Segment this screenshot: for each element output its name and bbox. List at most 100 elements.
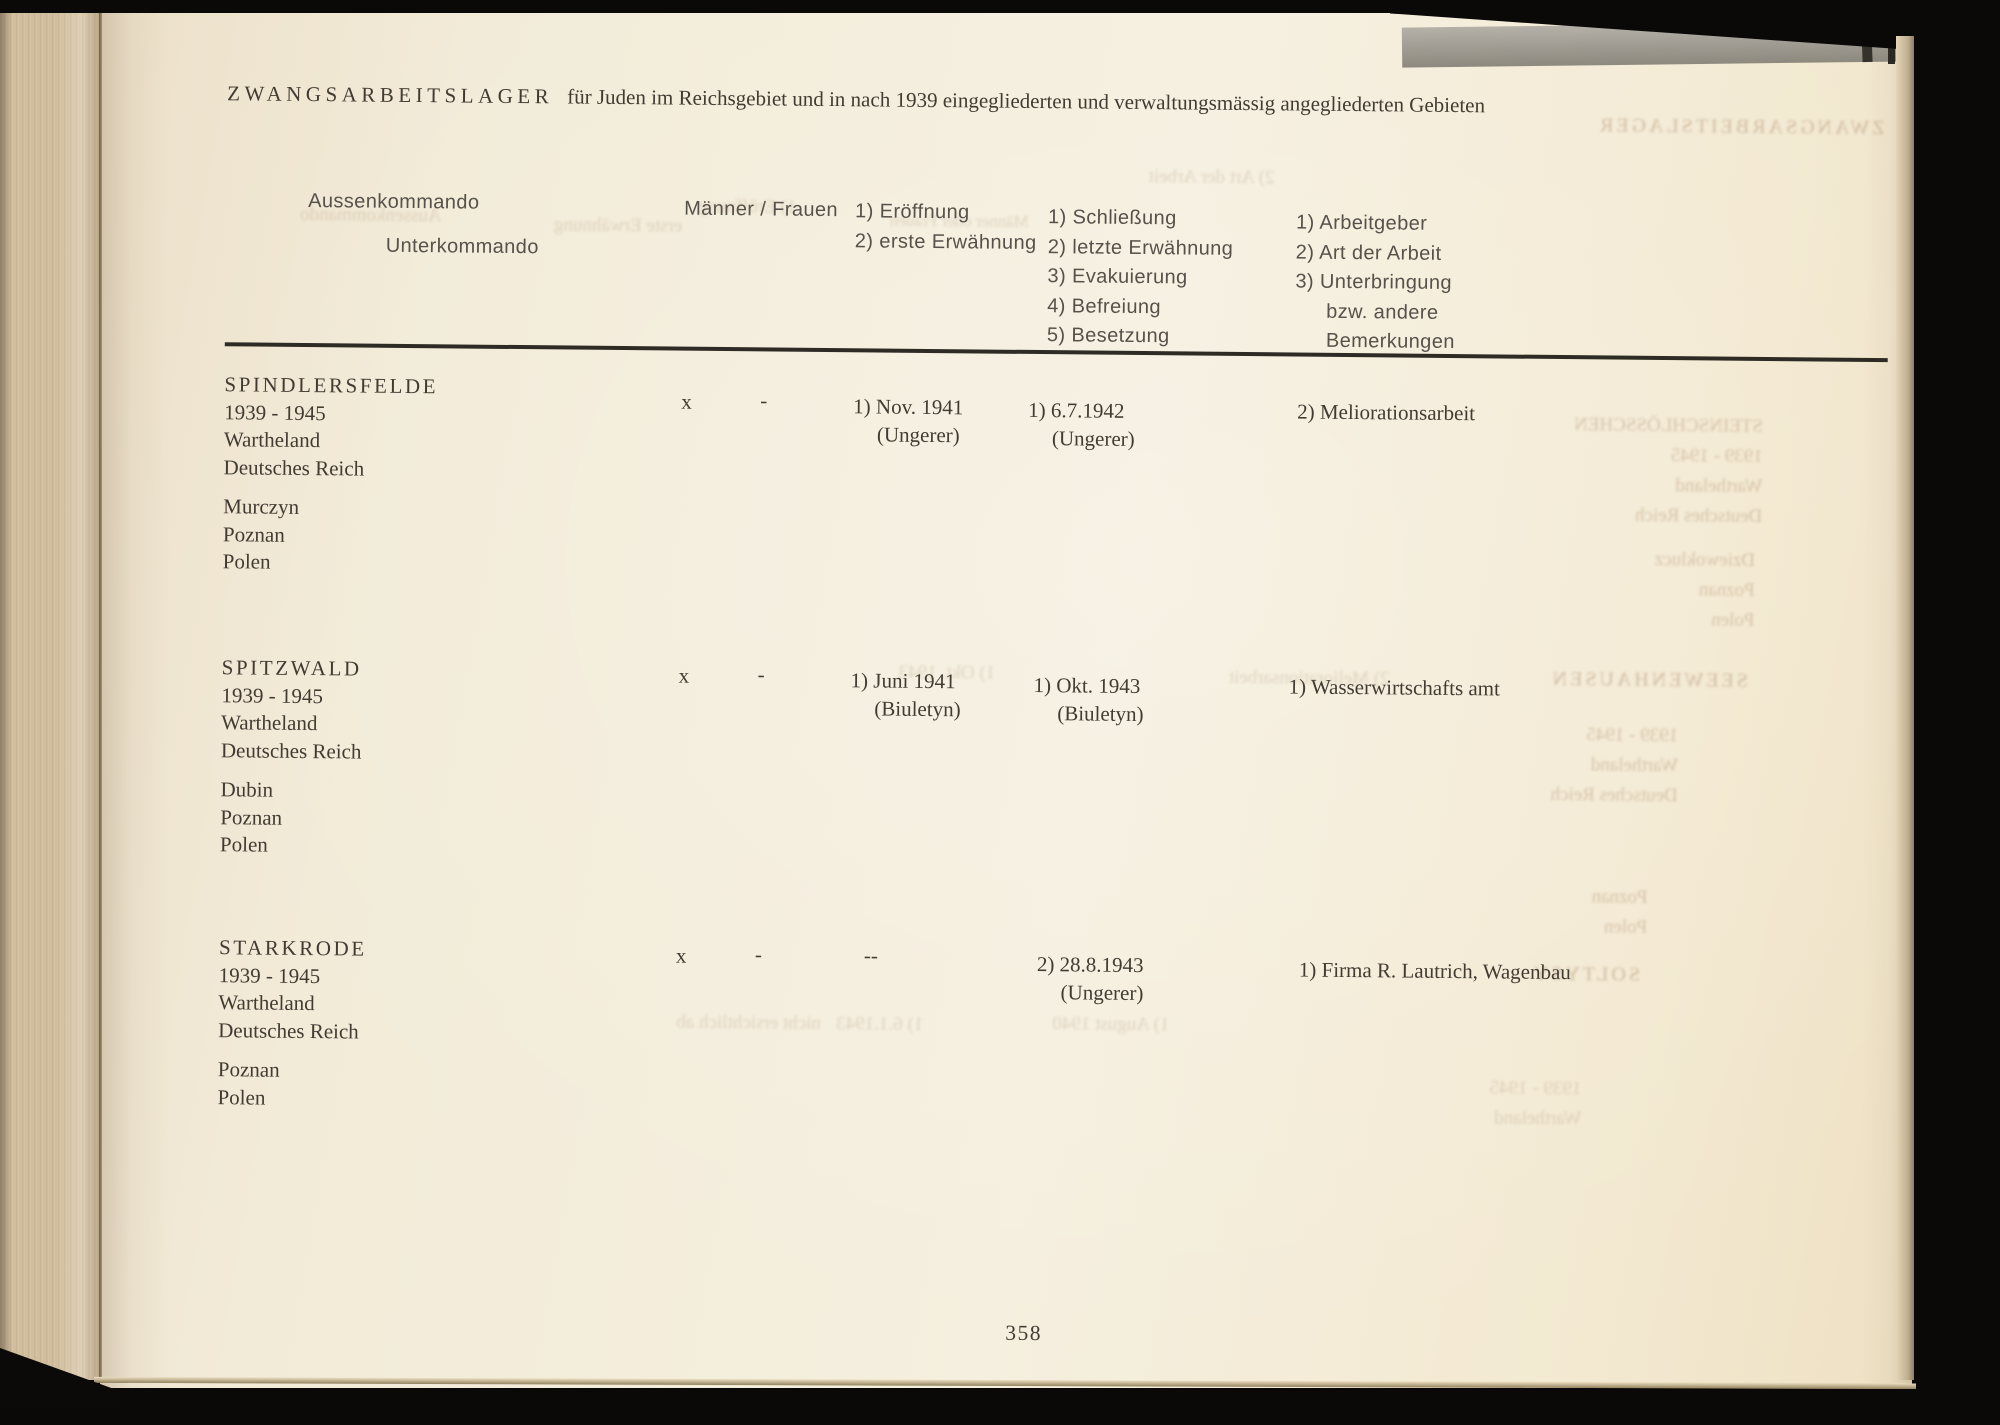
bleed-through-text: nicht ersichtlich ab — [676, 1011, 821, 1034]
column-header-aussenkommando: Aussenkommando — [308, 190, 480, 214]
bleed-through-text: 1) August 1940 — [1052, 1013, 1170, 1036]
column-header-closing: 1) Schließung 2) letzte Erwähnung 3) Eva… — [1047, 203, 1234, 352]
camp-country: Deutsches Reich — [223, 454, 365, 481]
women-mark: - — [760, 388, 768, 413]
bleed-through-text: Poznan — [1698, 579, 1755, 601]
bleed-through-block: 1939 - 1945 Wartheland — [1489, 1073, 1582, 1134]
column-header-unterkommando: Unterkommando — [385, 234, 539, 259]
header-line: 1) Schließung — [1047, 206, 1177, 230]
bleed-through-text: Deutsches Reich — [1634, 504, 1763, 527]
header-line: 3) Evakuierung — [1047, 265, 1188, 289]
women-mark: - — [754, 942, 763, 967]
closing-date: 2) 28.8.1943 — [1036, 952, 1144, 978]
opening-source: (Biuletyn) — [874, 696, 961, 721]
bleed-through-text: SEEWENHAUSEN — [1549, 667, 1748, 692]
header-line: 1) Arbeitgeber — [1295, 211, 1428, 235]
column-header-employer: 1) Arbeitgeber 2) Art der Arbeit 3) Unte… — [1295, 208, 1456, 357]
scanner-background-bottom — [0, 1389, 2000, 1407]
bleed-through-text: STEINSCHLÖSSCHEN — [1573, 414, 1764, 437]
closing-source: (Biuletyn) — [1057, 700, 1144, 726]
closing-cell: 2) 28.8.1943 (Ungerer) — [1036, 951, 1144, 1007]
book-page — [100, 10, 1912, 1388]
camp-row-starkrode: STARKRODE 1939 - 1945 Wartheland Deutsch… — [218, 934, 367, 1046]
opening-cell: 1) Nov. 1941 (Ungerer) — [853, 393, 964, 449]
closing-date: 1) 6.7.1942 — [1028, 397, 1125, 423]
page-title: ZWANGSARBEITSLAGER für Juden im Reichsgeb… — [227, 81, 1485, 118]
camp-region: Wartheland — [223, 427, 321, 453]
men-mark: x — [675, 943, 687, 968]
camp-location: Poznan Polen — [217, 1056, 279, 1112]
employer-cell: 1) Wasserwirtschafts amt — [1288, 674, 1501, 701]
camp-location: Dubin Poznan Polen — [220, 776, 283, 859]
opening-cell: -- — [863, 943, 879, 968]
camp-location-line: Poznan — [222, 521, 285, 547]
opening-cell: 1) Juni 1941 (Biuletyn) — [850, 667, 961, 723]
opening-date: 1) Juni 1941 — [850, 668, 956, 694]
bleed-through-text: 1939 - 1945 — [1489, 1077, 1582, 1100]
bleed-through-block: Dziewoklucz Poznan Polen — [1654, 545, 1755, 636]
header-line: 5) Besetzung — [1046, 324, 1170, 348]
column-header-opening: 1) Eröffnung 2) erste Erwähnung — [855, 197, 1037, 258]
bleed-through-text: 2) Art der Arbeit — [1148, 166, 1275, 189]
closing-date: 1) Okt. 1943 — [1033, 672, 1141, 699]
right-page-edge — [1896, 36, 1916, 1380]
closing-cell: 1) Okt. 1943 (Biuletyn) — [1033, 672, 1144, 728]
scanner-background-right — [1914, 0, 2000, 1407]
camp-row-spitzwald: SPITZWALD 1939 - 1945 Wartheland Deutsch… — [221, 654, 363, 766]
camp-region: Wartheland — [218, 990, 315, 1016]
header-line: 3) Unterbringung — [1295, 270, 1453, 294]
book-page-edges — [0, 8, 101, 1380]
camp-location-line: Poznan — [217, 1057, 280, 1082]
page-number: 358 — [1005, 1320, 1043, 1346]
opening-source: (Ungerer) — [876, 422, 960, 447]
page-title-rest: für Juden im Reichsgebiet und in nach 19… — [567, 84, 1486, 118]
bleed-through-text: Wartheland — [1494, 1107, 1582, 1130]
bleed-through-text: ZWANGSARBEITSLAGER — [1596, 114, 1885, 140]
camp-years: 1939 - 1945 — [218, 962, 321, 988]
employer-cell: 1) Firma R. Lautrich, Wagenbau — [1298, 957, 1571, 985]
header-line: 4) Befreiung — [1047, 294, 1162, 318]
men-mark: x — [681, 389, 692, 414]
bleed-through-block: Poznan Polen — [1591, 882, 1648, 943]
camp-location-line: Dubin — [220, 777, 274, 802]
bleed-through-text: Dziewoklucz — [1654, 548, 1756, 571]
closing-source: (Ungerer) — [1051, 425, 1135, 451]
closing-cell: 1) 6.7.1942 (Ungerer) — [1028, 397, 1135, 453]
header-line: 2) letzte Erwähnung — [1047, 235, 1234, 260]
bleed-through-text: Poznan — [1591, 886, 1648, 908]
closing-source: (Ungerer) — [1060, 979, 1144, 1005]
opening-date: 1) Nov. 1941 — [853, 394, 964, 420]
bleed-through-text: 1) 6.1.1943 — [836, 1013, 924, 1035]
bleed-through-text: 1939 - 1945 — [1586, 724, 1679, 747]
camp-location-line: Polen — [222, 549, 271, 574]
bleed-through-text: erste Erwähnung — [553, 214, 683, 237]
bleed-through-block: 1939 - 1945 Wartheland Deutsches Reich — [1550, 720, 1678, 811]
camp-location-line: Murczyn — [223, 494, 300, 519]
header-line: bzw. andere — [1326, 300, 1439, 324]
header-line: 2) Art der Arbeit — [1295, 240, 1442, 265]
camp-name: STARKRODE — [218, 935, 367, 961]
camp-country: Deutsches Reich — [218, 1017, 359, 1044]
camp-region: Wartheland — [221, 710, 318, 736]
header-line: 1) Eröffnung — [854, 200, 970, 224]
camp-name: SPINDLERSFELDE — [224, 372, 439, 399]
page-left-edge — [99, 8, 102, 1382]
camp-name: SPITZWALD — [221, 655, 362, 681]
column-header-maenner-frauen: Männer / Frauen — [684, 197, 839, 222]
camp-location-line: Poznan — [220, 804, 283, 830]
men-mark: x — [678, 663, 690, 688]
employer-cell: 2) Meliorationsarbeit — [1297, 399, 1476, 426]
women-mark: - — [757, 662, 765, 687]
page-title-emphasis: ZWANGSARBEITSLAGER — [227, 81, 554, 109]
camp-years: 1939 - 1945 — [224, 399, 326, 425]
camp-years: 1939 - 1945 — [221, 682, 324, 708]
bleed-through-text: Deutsches Reich — [1550, 783, 1678, 807]
bleed-through-text: Wartheland — [1590, 754, 1679, 777]
camp-location-line: Polen — [217, 1084, 266, 1110]
bleed-through-block: STEINSCHLÖSSCHEN 1939 - 1945 Wartheland … — [1573, 410, 1763, 532]
bleed-through-text: Wartheland — [1675, 475, 1763, 497]
camp-row-spindlersfelde: SPINDLERSFELDE 1939 - 1945 Wartheland De… — [223, 371, 439, 483]
camp-location-line: Polen — [219, 832, 268, 857]
bleed-through-text: 1939 - 1945 — [1670, 445, 1763, 467]
